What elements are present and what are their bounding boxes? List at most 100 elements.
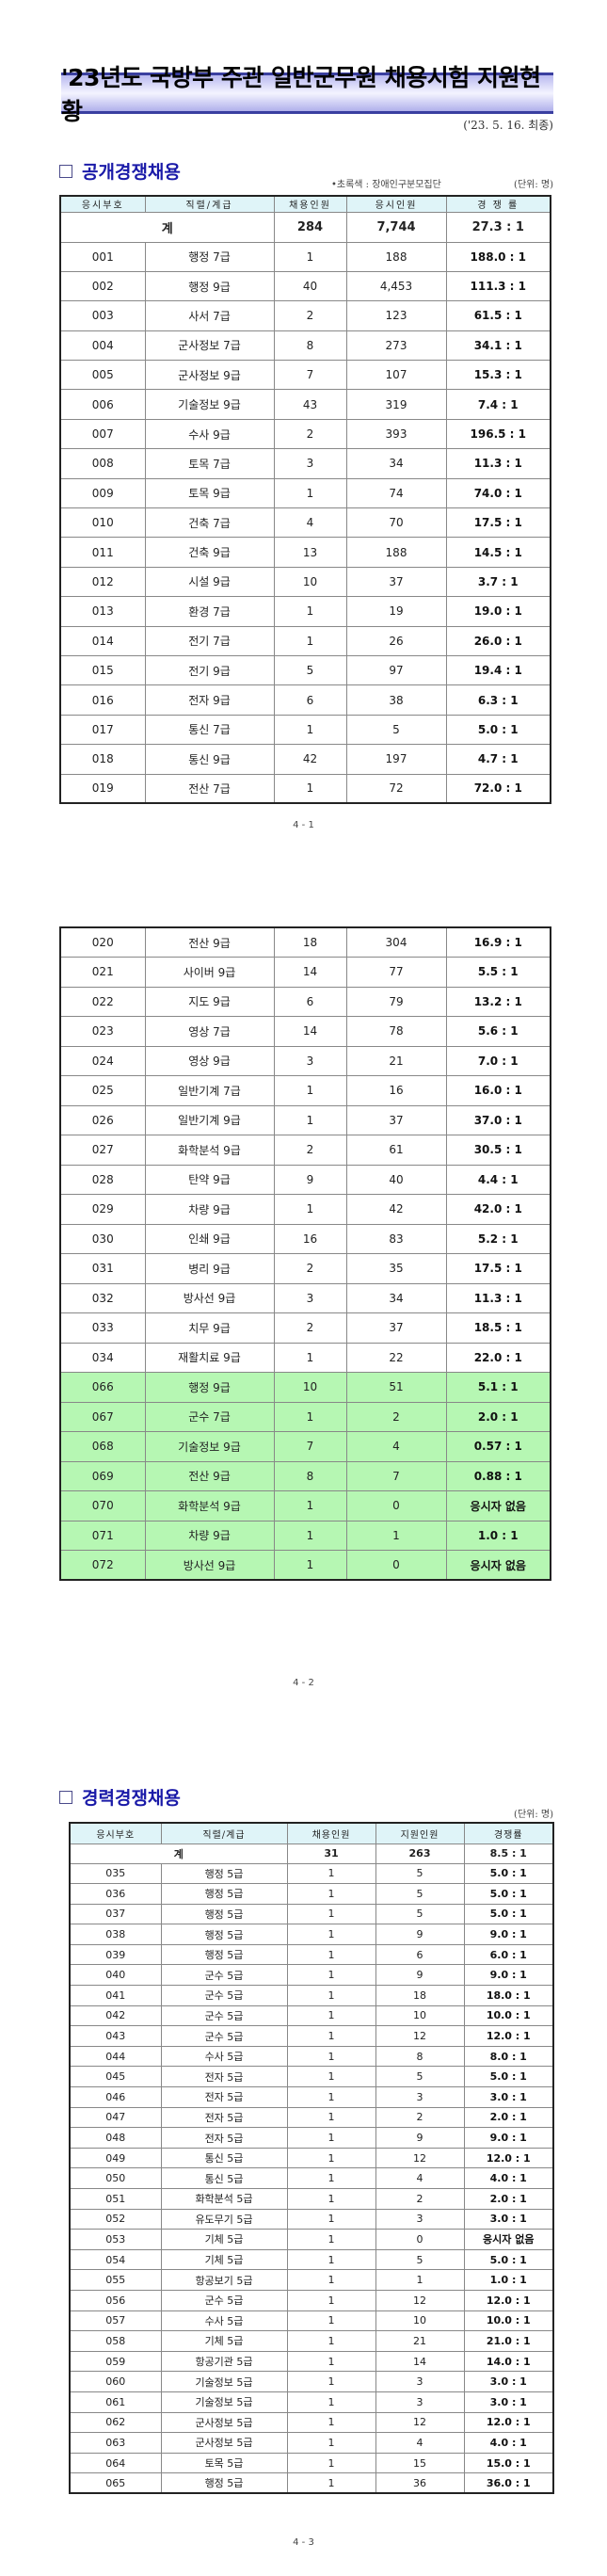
rate-cell: 4.7 : 1 (445, 744, 551, 775)
applicants-cell: 78 (345, 1016, 447, 1047)
table-row: 063 군사정보 5급 1 4 4.0 : 1 (69, 2432, 554, 2454)
job-cell: 행정 5급 (160, 2472, 288, 2494)
code-cell: 030 (59, 1223, 146, 1254)
hires-cell: 1 (286, 2269, 376, 2291)
code-cell: 019 (59, 773, 146, 804)
rate-cell: 0.88 : 1 (445, 1460, 551, 1491)
code-cell: 029 (59, 1194, 146, 1225)
unit-note: (단위: 명) (514, 1810, 553, 1820)
job-cell: 행정 5급 (160, 1924, 288, 1945)
job-cell: 수사 5급 (160, 2310, 288, 2332)
rate-cell: 4.0 : 1 (463, 2167, 554, 2189)
header-hires: 채용인원 (286, 1822, 376, 1844)
rate-cell: 15.3 : 1 (445, 360, 551, 391)
applicants-cell: 107 (345, 360, 447, 391)
code-cell: 021 (59, 957, 146, 988)
table-row: 041 군수 5급 1 18 18.0 : 1 (69, 1985, 554, 2006)
table-row: 027 화학분석 9급 2 61 30.5 : 1 (59, 1135, 551, 1166)
job-cell: 전산 7급 (144, 773, 275, 804)
table-row: 037 행정 5급 1 5 5.0 : 1 (69, 1903, 554, 1925)
job-cell: 수사 9급 (144, 418, 275, 450)
applicants-cell: 15 (375, 2452, 465, 2474)
table-row: 072 방사선 9급 1 0 응시자 없음 (59, 1550, 551, 1581)
hires-cell: 1 (273, 1342, 347, 1373)
job-cell: 유도무기 5급 (160, 2208, 288, 2230)
applicants-cell: 10 (375, 2310, 465, 2332)
total-label: 계 (59, 211, 275, 243)
table-row: 009 토목 9급 1 74 74.0 : 1 (59, 477, 551, 509)
hires-cell: 1 (286, 1883, 376, 1905)
hires-cell: 1 (273, 714, 347, 746)
table-row: 015 전기 9급 5 97 19.4 : 1 (59, 654, 551, 686)
job-cell: 방사선 9급 (144, 1282, 275, 1313)
table-row: 056 군수 5급 1 12 12.0 : 1 (69, 2289, 554, 2311)
job-cell: 탄약 9급 (144, 1164, 275, 1195)
code-cell: 037 (69, 1903, 162, 1925)
applicants-cell: 77 (345, 957, 447, 988)
applicants-cell: 5 (375, 1862, 465, 1885)
table-row: 017 통신 7급 1 5 5.0 : 1 (59, 714, 551, 746)
table-row: 034 재활치료 9급 1 22 22.0 : 1 (59, 1342, 551, 1373)
job-cell: 일반기계 9급 (144, 1104, 275, 1135)
applicants-cell: 5 (375, 2066, 465, 2088)
table-row: 024 영상 9급 3 21 7.0 : 1 (59, 1045, 551, 1076)
page-number: 4 - 3 (293, 2537, 314, 2548)
job-cell: 항공기관 5급 (160, 2350, 288, 2373)
code-cell: 056 (69, 2289, 162, 2311)
rate-cell: 4.0 : 1 (463, 2432, 554, 2454)
rate-cell: 36.0 : 1 (463, 2472, 554, 2494)
table-row: 012 시설 9급 10 37 3.7 : 1 (59, 566, 551, 598)
rate-cell: 19.0 : 1 (445, 596, 551, 627)
hires-cell: 1 (273, 1194, 347, 1225)
applicants-cell: 37 (345, 1104, 447, 1135)
applicants-cell: 37 (345, 566, 447, 598)
section-heading-open: 공개경쟁채용 (59, 158, 181, 184)
hires-cell: 1 (286, 2391, 376, 2413)
rate-cell: 2.0 : 1 (463, 2106, 554, 2129)
hires-cell: 1 (286, 2411, 376, 2434)
rate-cell: 188.0 : 1 (445, 241, 551, 272)
rate-cell: 34.1 : 1 (445, 330, 551, 362)
code-cell: 054 (69, 2248, 162, 2271)
table-row: 046 전자 5급 1 3 3.0 : 1 (69, 2086, 554, 2108)
job-cell: 군수 5급 (160, 2289, 288, 2311)
hires-cell: 1 (286, 1903, 376, 1925)
job-cell: 항공보기 5급 (160, 2269, 288, 2291)
code-cell: 024 (59, 1045, 146, 1076)
rate-cell: 12.0 : 1 (463, 2289, 554, 2311)
hires-cell: 2 (273, 1135, 347, 1166)
applicants-cell: 12 (375, 2025, 465, 2047)
applicants-cell: 273 (345, 330, 447, 362)
rate-cell: 0.57 : 1 (445, 1431, 551, 1462)
hires-cell: 1 (286, 1943, 376, 1966)
table-row: 054 기체 5급 1 5 5.0 : 1 (69, 2248, 554, 2271)
job-cell: 군사정보 9급 (144, 360, 275, 391)
rate-cell: 응시자 없음 (445, 1490, 551, 1521)
table-row: 065 행정 5급 1 36 36.0 : 1 (69, 2472, 554, 2494)
code-cell: 003 (59, 300, 146, 331)
hires-cell: 1 (286, 2229, 376, 2250)
hires-cell: 1 (286, 2066, 376, 2088)
code-cell: 062 (69, 2411, 162, 2434)
applicants-cell: 123 (345, 300, 447, 331)
hires-cell: 14 (273, 1016, 347, 1047)
job-cell: 통신 9급 (144, 744, 275, 775)
applicants-cell: 38 (345, 684, 447, 716)
code-cell: 002 (59, 270, 146, 302)
code-cell: 049 (69, 2147, 162, 2169)
table-row: 016 전자 9급 6 38 6.3 : 1 (59, 684, 551, 716)
table-row: 068 기술정보 9급 7 4 0.57 : 1 (59, 1431, 551, 1462)
rate-cell: 9.0 : 1 (463, 1964, 554, 1987)
code-cell: 051 (69, 2188, 162, 2210)
table-header-row: 응시부호 직렬/계급 채용인원 응시인원 경 쟁 률 (59, 195, 551, 213)
rate-cell: 6.3 : 1 (445, 684, 551, 716)
hires-cell: 3 (273, 1282, 347, 1313)
rate-cell: 응시자 없음 (463, 2229, 554, 2250)
applicants-cell: 70 (345, 507, 447, 539)
job-cell: 군수 5급 (160, 1964, 288, 1987)
rate-cell: 5.1 : 1 (445, 1372, 551, 1403)
job-cell: 화학분석 5급 (160, 2188, 288, 2210)
applicants-cell: 3 (375, 2208, 465, 2230)
applicants-cell: 18 (375, 1985, 465, 2006)
table-row: 025 일반기계 7급 1 16 16.0 : 1 (59, 1075, 551, 1106)
